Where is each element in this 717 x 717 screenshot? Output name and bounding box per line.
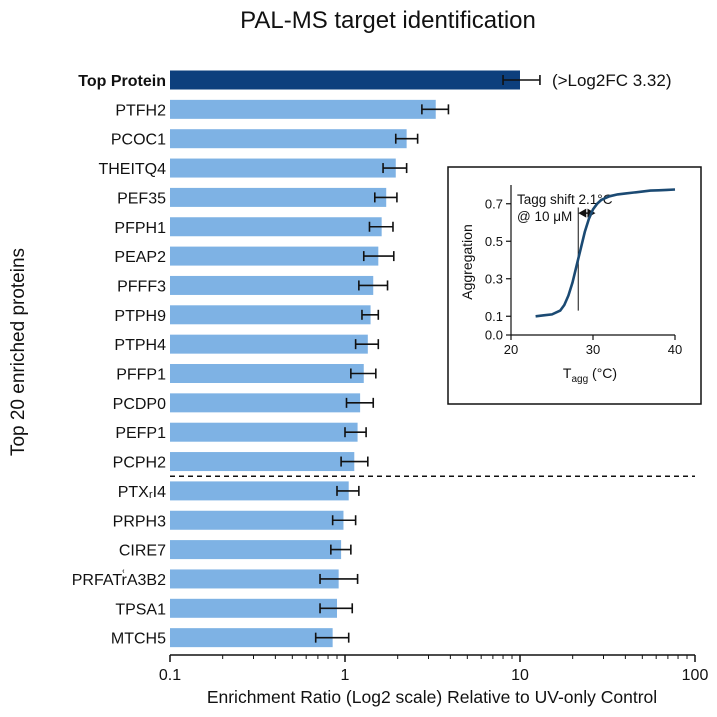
bar-0 [170,70,520,90]
x-axis-label: Enrichment Ratio (Log2 scale) Relative t… [207,687,657,707]
bar-13 [170,452,355,472]
category-label-3: THEITQ4 [98,161,166,178]
category-label-10: PFFP1 [116,367,166,384]
category-label-0: Top Protein [78,73,166,90]
category-label-18: TPSA1 [115,601,166,618]
bar-3 [170,158,396,178]
bar-8 [170,305,371,325]
category-label-6: PEAP2 [114,249,166,266]
chart-title: PAL-MS target identification [240,7,536,34]
inset-x-axis-label: Tagg (°C) [563,365,617,385]
bar-9 [170,334,368,354]
x-axis-ticks: 0.1 1 10 100 [159,655,709,684]
category-label-7: PFFF3 [117,278,166,295]
inset-annotation-line2: @ 10 μM [517,209,572,224]
category-label-8: PTPH9 [114,308,166,325]
inset-curve [535,188,676,318]
x-tick-label-0: 0.1 [159,667,181,684]
inset-x-label-main: T [563,365,572,381]
bars-layer [170,70,520,648]
inset-x-tick-label-0: 20 [504,342,518,357]
inset-x-label-unit: (°C) [588,365,617,381]
inset-y-tick-label-3: 0.5 [485,234,503,249]
category-label-2: PCOC1 [111,132,166,149]
bar-10 [170,364,364,383]
category-label-1: PTFH2 [115,102,166,119]
category-label-11: PCDP0 [113,396,166,413]
bar-5 [170,217,382,237]
category-label-17: PRFATr͑A3B2 [72,570,166,589]
bar-4 [170,187,387,207]
bar-12 [170,422,358,442]
inset-arrowhead-left [578,208,587,218]
inset-frame [447,166,702,405]
category-labels-layer: Top Protein PTFH2 PCOC1 THEITQ4 PEF35 PFPH1 PE… [72,73,166,648]
category-label-9: PTPH4 [114,337,166,354]
x-tick-label-3: 100 [682,667,709,684]
bar-7 [170,275,374,295]
inset-y-tick-label-2: 0.3 [485,271,503,286]
bar-16 [170,540,342,560]
bar-15 [170,510,344,530]
category-label-14: PTXᵣI4 [118,484,166,501]
category-label-15: PRPH3 [113,513,166,530]
error-bars-layer [314,75,541,643]
bar-18 [170,598,337,618]
category-label-12: PEFP1 [115,425,166,442]
inset-y-axis-label: Aggregation [459,224,475,300]
inset-y-tick-label-4: 0.7 [485,196,503,211]
bar-6 [170,246,379,266]
inset-x-tick-label-1: 30 [586,342,600,357]
inset-x-label-sub: agg [571,374,588,385]
inset-y-tick-label-0: 0.0 [485,328,503,343]
inset-plot: Aggregation Tagg (°C) Tagg shift 2.1°C @… [459,185,682,385]
bar-17 [170,569,339,589]
category-label-4: PEF35 [117,190,166,207]
top-protein-annotation: (>Log2FC 3.32) [552,71,672,90]
x-tick-label-2: 10 [511,667,529,684]
y-axis-label: Top 20 enriched proteins [8,248,29,456]
bar-1 [170,99,436,119]
bar-11 [170,393,361,413]
category-label-16: CIRE7 [119,543,166,560]
inset-y-tick-label-1: 0.1 [485,309,503,324]
category-label-5: PFPH1 [114,220,166,237]
inset-annotation-line1: Tagg shift 2.1°C [517,192,613,207]
inset-x-tick-label-2: 40 [668,342,682,357]
category-label-13: PCPH2 [113,455,166,472]
bar-14 [170,481,349,501]
category-label-19: MTCH5 [111,631,166,648]
x-tick-label-1: 1 [341,667,350,684]
bar-2 [170,129,407,149]
inset-ticks: 20 30 40 0.0 0.1 0.3 0.5 0.7 [485,196,682,357]
bar-19 [170,628,333,648]
